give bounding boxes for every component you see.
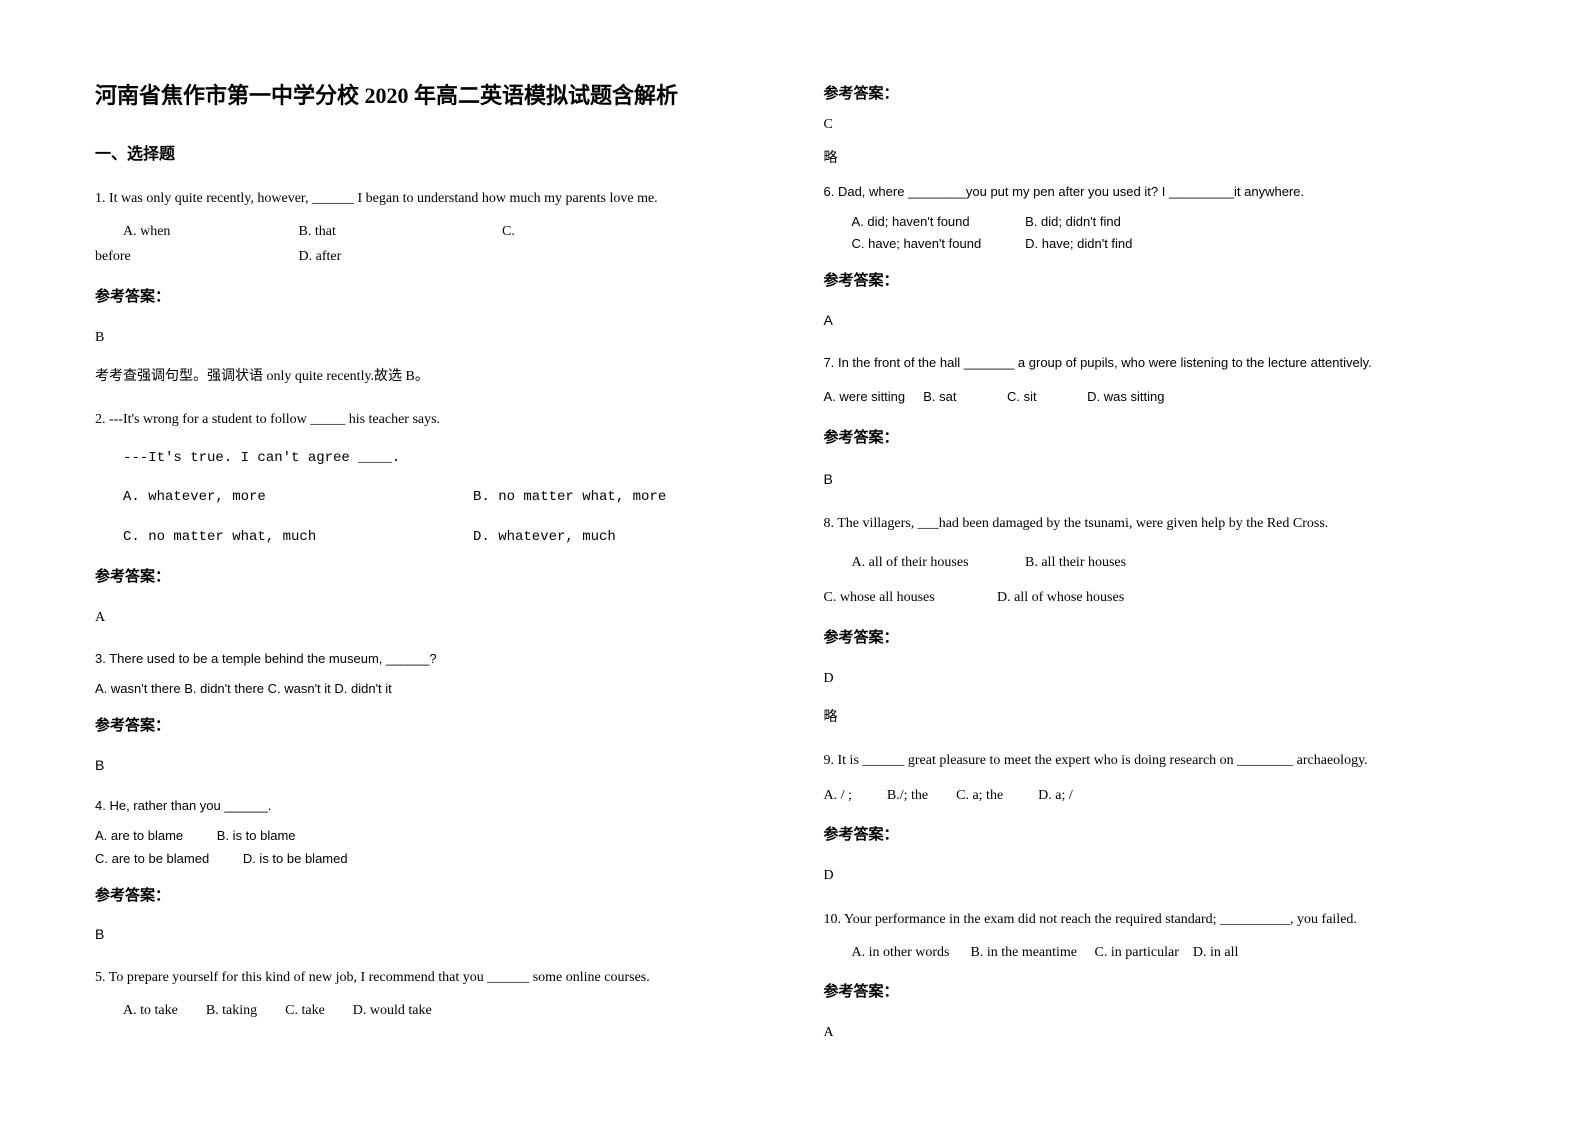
q1-options-row2: before D. after (95, 244, 764, 269)
q3-answer: B (95, 754, 764, 778)
q1-answer-label: 参考答案： (95, 284, 764, 311)
q9-answer-label: 参考答案： (824, 822, 1493, 849)
q7-text: 7. In the front of the hall _______ a gr… (824, 351, 1493, 376)
q4-opt-d: D. is to be blamed (243, 851, 348, 866)
q6-opt-b: B. did; didn't find (1025, 214, 1121, 229)
q9-text: 9. It is ______ great pleasure to meet t… (824, 748, 1493, 773)
question-7: 7. In the front of the hall _______ a gr… (824, 351, 1493, 493)
q1-opt-b: B. that (299, 219, 499, 244)
q8-opt-d: D. all of whose houses (997, 590, 1124, 605)
document-title: 河南省焦作市第一中学分校 2020 年高二英语模拟试题含解析 (95, 78, 764, 110)
q3-options: A. wasn't there B. didn't there C. wasn'… (95, 678, 764, 700)
q2-opt-d: D. whatever, much (473, 525, 616, 550)
q1-opt-c-partial: C. (502, 224, 515, 239)
left-column: 河南省焦作市第一中学分校 2020 年高二英语模拟试题含解析 一、选择题 1. … (95, 78, 764, 1063)
q2-answer-label: 参考答案： (95, 564, 764, 591)
q8-omit: 略 (824, 705, 1493, 730)
q10-options: A. in other words B. in the meantime C. … (824, 940, 1493, 965)
q10-answer-label: 参考答案： (824, 979, 1493, 1006)
q8-text: 8. The villagers, ___had been damaged by… (824, 511, 1493, 536)
q3-answer-label: 参考答案： (95, 714, 764, 740)
question-8: 8. The villagers, ___had been damaged by… (824, 511, 1493, 730)
question-5: 5. To prepare yourself for this kind of … (95, 965, 764, 1023)
q6-row1: A. did; haven't found B. did; didn't fin… (824, 211, 1493, 233)
section-heading: 一、选择题 (95, 140, 764, 164)
q8-opt-c: C. whose all houses (824, 585, 994, 610)
q9-options: A. / ; B./; the C. a; the D. a; / (824, 783, 1493, 808)
q8-row2: C. whose all houses D. all of whose hous… (824, 585, 1493, 610)
q4-answer: B (95, 923, 764, 947)
q2-text: 2. ---It's wrong for a student to follow… (95, 407, 764, 432)
q7-answer: B (824, 466, 1493, 493)
q8-opt-b: B. all their houses (1025, 555, 1126, 570)
q6-opt-d: D. have; didn't find (1025, 236, 1132, 251)
q5-options: A. to take B. taking C. take D. would ta… (95, 998, 764, 1023)
page-container: 河南省焦作市第一中学分校 2020 年高二英语模拟试题含解析 一、选择题 1. … (0, 0, 1587, 1103)
q1-text: 1. It was only quite recently, however, … (95, 186, 764, 211)
q4-text: 4. He, rather than you ______. (95, 795, 764, 817)
q6-opt-a: A. did; haven't found (852, 211, 1022, 233)
q1-options: A. when B. that C. before D. after (95, 219, 764, 269)
q7-answer-label: 参考答案： (824, 424, 1493, 453)
q8-opt-a: A. all of their houses (852, 550, 1022, 575)
q2-answer: A (95, 605, 764, 630)
question-4: 4. He, rather than you ______. A. are to… (95, 795, 764, 947)
q10-answer: A (824, 1020, 1493, 1045)
q9-answer: D (824, 863, 1493, 888)
q2-opt-b: B. no matter what, more (473, 485, 666, 510)
question-1: 1. It was only quite recently, however, … (95, 186, 764, 389)
q10-text: 10. Your performance in the exam did not… (824, 907, 1493, 932)
q1-opt-d: D. after (299, 249, 342, 264)
q4-opt-b: B. is to blame (217, 828, 296, 843)
q1-opt-c: before (95, 244, 295, 269)
q2-opt-a: A. whatever, more (123, 485, 473, 510)
q2-row1: A. whatever, more B. no matter what, mor… (95, 485, 764, 510)
q4-answer-label: 参考答案： (95, 884, 764, 910)
q4-opt-c: C. are to be blamed (95, 848, 209, 870)
q1-explanation: 考考查强调句型。强调状语 only quite recently.故选 B。 (95, 364, 764, 389)
q2-options: A. whatever, more B. no matter what, mor… (95, 485, 764, 549)
q2-opt-c: C. no matter what, much (123, 525, 473, 550)
q5-text: 5. To prepare yourself for this kind of … (95, 965, 764, 990)
question-3: 3. There used to be a temple behind the … (95, 648, 764, 777)
q6-answer: A (824, 309, 1493, 333)
q6-row2: C. have; haven't found D. have; didn't f… (824, 233, 1493, 255)
q6-opt-c: C. have; haven't found (852, 233, 1022, 255)
q7-options: A. were sitting B. sat C. sit D. was sit… (824, 385, 1493, 410)
q4-row1: A. are to blame B. is to blame (95, 825, 764, 847)
q3-text: 3. There used to be a temple behind the … (95, 648, 764, 670)
q2-row2: C. no matter what, much D. whatever, muc… (95, 525, 764, 550)
q1-options-row: A. when B. that C. (95, 219, 764, 244)
question-6: 6. Dad, where ________you put my pen aft… (824, 181, 1493, 333)
q8-answer: D (824, 666, 1493, 691)
q6-answer-label: 参考答案： (824, 269, 1493, 295)
q5-answer: C (824, 117, 1493, 133)
question-10: 10. Your performance in the exam did not… (824, 907, 1493, 1046)
question-9: 9. It is ______ great pleasure to meet t… (824, 748, 1493, 889)
q1-answer: B (95, 325, 764, 350)
q5-omit: 略 (824, 147, 1493, 167)
q5-answer-label: 参考答案： (824, 82, 1493, 103)
q8-row1: A. all of their houses B. all their hous… (824, 550, 1493, 575)
q2-text2: ---It's true. I can't agree ____. (95, 446, 764, 471)
q4-opt-a: A. are to blame (95, 825, 183, 847)
right-column: 参考答案： C 略 6. Dad, where ________you put … (824, 78, 1493, 1063)
q1-opt-a: A. when (95, 219, 295, 244)
q8-answer-label: 参考答案： (824, 625, 1493, 652)
question-2: 2. ---It's wrong for a student to follow… (95, 407, 764, 630)
q4-row2: C. are to be blamed D. is to be blamed (95, 848, 764, 870)
q6-text: 6. Dad, where ________you put my pen aft… (824, 181, 1493, 203)
